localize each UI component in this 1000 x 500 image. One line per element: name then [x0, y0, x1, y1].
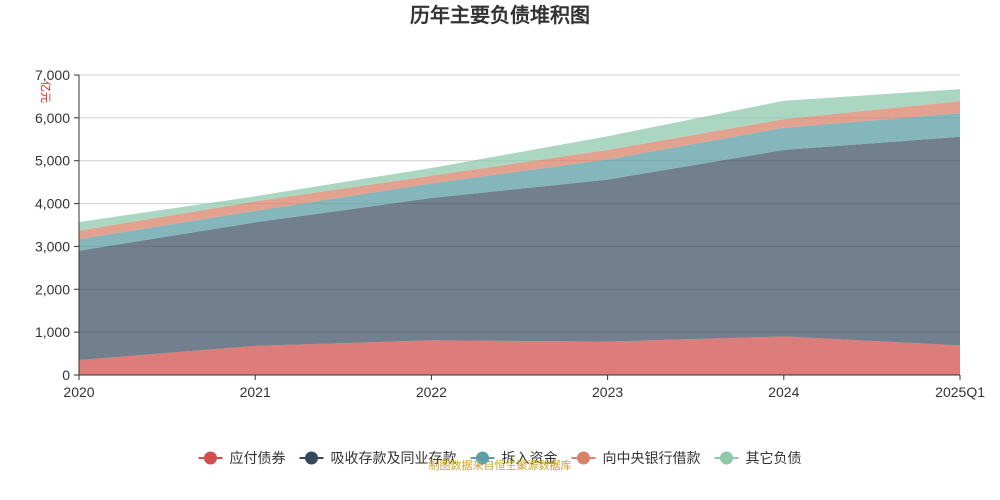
chart-title: 历年主要负债堆积图 [410, 3, 590, 27]
legend-label: 向中央银行借款 [603, 451, 701, 467]
y-tick-label: 5,000 [35, 153, 70, 169]
legend-item-3[interactable]: 拆入资金 [470, 451, 558, 467]
x-tick-label: 2022 [416, 384, 447, 400]
legend-marker [305, 451, 318, 465]
area-series-group [79, 89, 960, 375]
legend-item-5[interactable]: 其它负债 [714, 450, 802, 467]
legend-label: 其它负债 [746, 450, 802, 467]
y-tick-label: 1,000 [35, 324, 70, 340]
legend-item-2[interactable]: 吸收存款及同业存款 [299, 451, 457, 467]
legend-label: 应付债券 [230, 450, 286, 467]
y-tick-label: 0 [62, 367, 70, 383]
y-tick-label: 3,000 [35, 238, 70, 254]
x-tick-label: 2020 [63, 384, 94, 400]
legend-item-1[interactable]: 应付债券 [198, 450, 286, 467]
area-series-2 [79, 136, 960, 360]
data-source-note: 制图数据来自恒生聚源数据库 [429, 458, 572, 472]
area-series-5 [79, 89, 960, 231]
legend-marker [720, 451, 733, 465]
legend-label: 吸收存款及同业存款 [331, 451, 457, 467]
x-tick-label: 2023 [592, 384, 623, 400]
area-series-1 [79, 336, 960, 375]
y-tick-label: 6,000 [35, 110, 70, 126]
y-tick-label: 4,000 [35, 196, 70, 212]
x-tick-label: 2025Q1 [935, 384, 985, 400]
legend-marker [204, 451, 217, 465]
axes [74, 74, 961, 380]
legend-label: 拆入资金 [502, 451, 558, 467]
y-tick-label: 2,000 [35, 281, 70, 297]
x-tick-labels: 2020 2021 2022 2023 2024 2025Q1 [63, 384, 985, 400]
area-series-3 [79, 113, 960, 251]
legend: 应付债券 吸收存款及同业存款 拆入资金 向中央银行借款 其它负债 [198, 450, 802, 467]
y-tick-labels: 0 1,000 2,000 3,000 4,000 5,000 6,000 7,000 [35, 67, 70, 383]
x-tick-label: 2021 [240, 384, 271, 400]
y-tick-label: 7,000 [35, 67, 70, 83]
y-axis-unit: 亿元 [39, 81, 52, 103]
legend-item-4[interactable]: 向中央银行借款 [571, 451, 701, 467]
area-series-4 [79, 101, 960, 240]
legend-marker [476, 451, 489, 465]
legend-marker [577, 451, 590, 465]
x-tick-label: 2024 [768, 384, 799, 400]
